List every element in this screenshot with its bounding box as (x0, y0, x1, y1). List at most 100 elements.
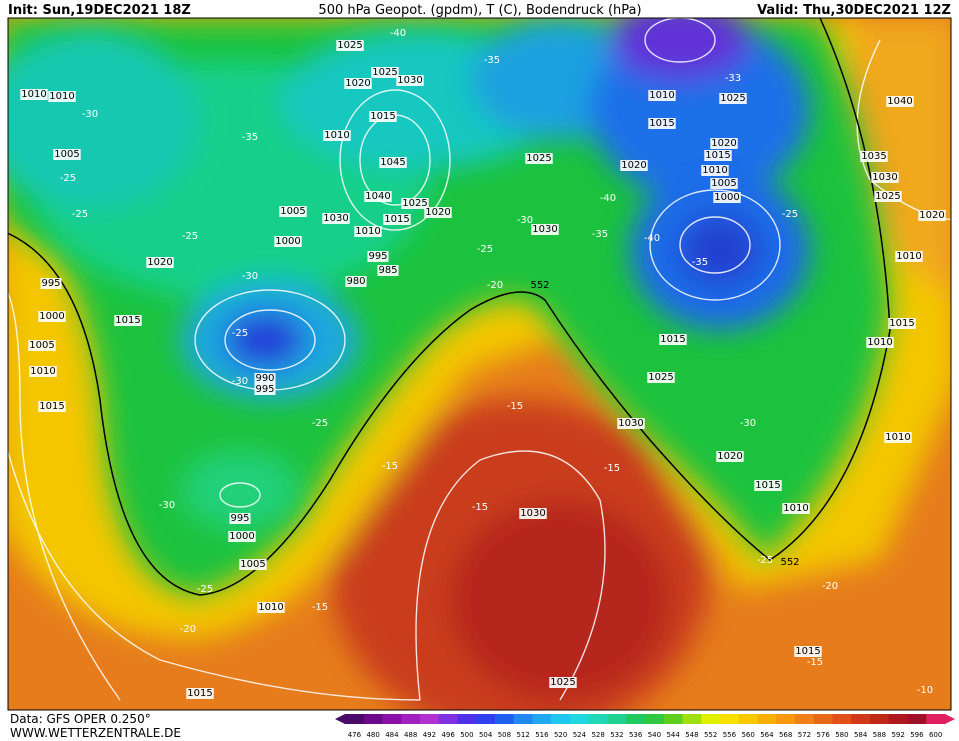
site-name: WWW.WETTERZENTRALE.DE (10, 726, 181, 740)
map-title: 500 hPa Geopot. (gpdm), T (C), Bodendruc… (318, 3, 641, 18)
isobar-label: 995 (255, 384, 274, 395)
isobar-label: 1015 (889, 318, 914, 329)
colorbar-swatch (926, 714, 946, 724)
colorbar-label: 544 (666, 731, 680, 739)
data-source: Data: GFS OPER 0.250° (10, 712, 151, 726)
isobar-label: 1010 (896, 251, 921, 262)
temperature-label: -15 (382, 461, 398, 472)
isobar-label: 1000 (714, 192, 739, 203)
isobar-label: 1005 (711, 178, 736, 189)
temperature-label: -30 (740, 418, 756, 429)
temperature-label: -35 (692, 257, 708, 268)
isobar-label-box (369, 111, 397, 122)
colorbar-label: 568 (779, 731, 792, 739)
colorbar-swatch (551, 714, 571, 724)
isobar-label-box (701, 165, 729, 176)
isobar-label-box (274, 236, 302, 247)
isobar-label: 1020 (147, 257, 172, 268)
temperature-label: -20 (180, 624, 196, 635)
isobar-label: 1015 (795, 646, 820, 657)
colorbar-swatch (607, 714, 627, 724)
temperature-label: -30 (159, 500, 175, 511)
temperature-label: -25 (182, 231, 198, 242)
isobar-label-box (648, 90, 676, 101)
temperature-label: -10 (917, 685, 933, 696)
isobar-label-box (794, 646, 822, 657)
isobar-label-box (40, 278, 62, 289)
isobar-label-box (38, 401, 66, 412)
colorbar-swatch (663, 714, 683, 724)
colorbar-label: 600 (929, 731, 942, 739)
temperature-label: -20 (822, 581, 838, 592)
isobar-label-box (531, 224, 559, 235)
temperature-label: -30 (242, 271, 258, 282)
isobar-label: 980 (346, 276, 365, 287)
isobar-label-box (279, 206, 307, 217)
colorbar-label: 500 (460, 731, 473, 739)
colorbar-label: 496 (441, 731, 455, 739)
isobar-label-box (20, 89, 48, 100)
isobar-label-box (866, 337, 894, 348)
isobar-label: 1020 (711, 138, 736, 149)
isobar-label: 1020 (621, 160, 646, 171)
temperature-label: -30 (82, 109, 98, 120)
isobar-label: 1030 (323, 213, 348, 224)
isobar-label: 1010 (702, 165, 727, 176)
geopotential-label: 552 (530, 280, 549, 291)
colorbar-swatch (870, 714, 890, 724)
isobar-label: 1005 (54, 149, 79, 160)
isobar-label-box (379, 157, 407, 168)
colorbar-label: 584 (854, 731, 868, 739)
isobar-label: 1025 (337, 40, 362, 51)
isobar-label-box (874, 191, 902, 202)
colorbar-arrow (945, 714, 955, 724)
colorbar-label: 564 (760, 731, 774, 739)
isobar-label: 1035 (861, 151, 886, 162)
colorbar-swatch (645, 714, 665, 724)
isobar-label-box (886, 96, 914, 107)
isobar-label-box (704, 150, 732, 161)
colorbar-label: 580 (835, 731, 848, 739)
isobar-label-box (659, 334, 687, 345)
isobar-label: 985 (378, 265, 397, 276)
colorbar-swatch (776, 714, 796, 724)
colorbar-label: 592 (891, 731, 904, 739)
isobar-label-box (549, 677, 577, 688)
isobar-label: 1010 (649, 90, 674, 101)
colorbar-label: 492 (423, 731, 436, 739)
colorbar-swatch (476, 714, 496, 724)
isobar-label-box (519, 508, 547, 519)
temperature-label: -30 (232, 376, 248, 387)
isobar-label: 995 (230, 513, 249, 524)
isobar-label-box (710, 178, 738, 189)
temperature-label: -35 (484, 55, 500, 66)
map-frame (7, 17, 952, 711)
isobar-label-box (322, 213, 350, 224)
isobar-label: 995 (41, 278, 60, 289)
isobar-label-box (713, 192, 741, 203)
colorbar-label: 556 (723, 731, 737, 739)
colorbar-label: 504 (479, 731, 493, 739)
isobar-label: 1030 (397, 75, 422, 86)
colorbar-label: 476 (348, 731, 362, 739)
isobar-label-box (719, 93, 747, 104)
temperature-label: -15 (312, 602, 328, 613)
colorbar-swatch (795, 714, 815, 724)
colorbar-swatch (570, 714, 590, 724)
isobar-label-box (28, 340, 56, 351)
colorbar-label: 488 (404, 731, 417, 739)
isobar-label-box (239, 559, 267, 570)
temperature-label: -25 (72, 209, 88, 220)
isobar-label-box (617, 418, 645, 429)
isobar-label-box (888, 318, 916, 329)
isobar-label: 1030 (872, 172, 897, 183)
isobar-label: 1005 (280, 206, 305, 217)
colorbar-label: 588 (873, 731, 886, 739)
temperature-label: -35 (592, 229, 608, 240)
isobar-label: 1015 (187, 688, 212, 699)
isobar-label: 1010 (783, 503, 808, 514)
colorbar-swatch (888, 714, 908, 724)
temperature-label: -25 (782, 209, 798, 220)
colorbar-swatch (382, 714, 402, 724)
